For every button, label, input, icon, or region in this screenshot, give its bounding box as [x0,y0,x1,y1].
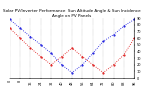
Title: Solar PV/Inverter Performance  Sun Altitude Angle & Sun Incidence Angle on PV Pa: Solar PV/Inverter Performance Sun Altitu… [3,9,141,18]
